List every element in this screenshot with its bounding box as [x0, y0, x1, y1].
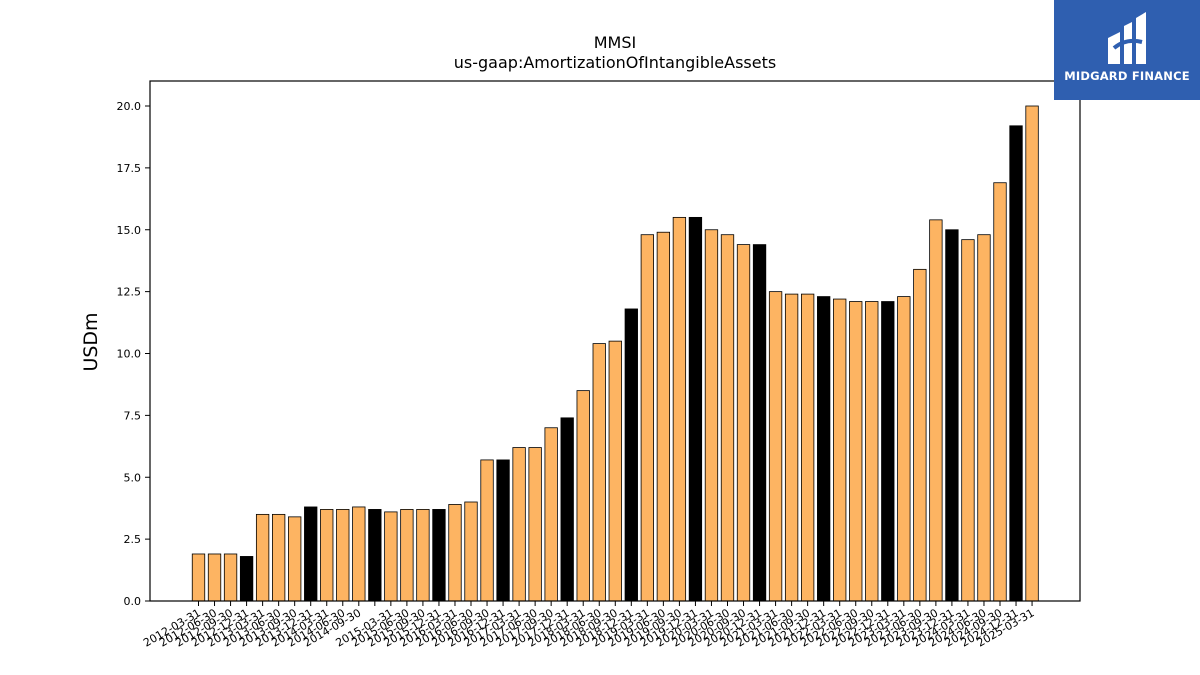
- bar-2014-06-30: [336, 509, 350, 602]
- midgard-finance-logo: MIDGARD FINANCE: [1054, 0, 1200, 100]
- bar-2019-12-31: [688, 216, 703, 602]
- bar-2013-03-31: [255, 513, 270, 602]
- bar-2024-12-31: [1009, 125, 1023, 602]
- bar-2014-09-30: [352, 506, 366, 602]
- bar-2017-09-30: [544, 427, 558, 602]
- y-tick-label: 2.5: [124, 533, 142, 546]
- bar-2017-03-31: [512, 447, 526, 602]
- bar-2016-09-30: [480, 459, 494, 602]
- bar-2025-03-31: [1025, 105, 1039, 602]
- chart-title: MMSI: [594, 33, 636, 52]
- bar-2022-09-30: [865, 301, 879, 602]
- bar-2012-12-31: [239, 556, 254, 602]
- y-tick-label: 7.5: [124, 409, 142, 422]
- bar-2014-12-31: [368, 509, 382, 602]
- bar-2019-03-31: [640, 234, 654, 602]
- bar-2018-06-30: [592, 343, 606, 602]
- bar-2023-06-30: [913, 268, 927, 602]
- bar-2023-03-31: [897, 296, 911, 602]
- bar-2020-09-30: [736, 244, 751, 602]
- bar-2020-03-31: [704, 229, 719, 602]
- y-tick-label: 20.0: [117, 100, 142, 113]
- bar-2013-12-31: [304, 506, 318, 602]
- chart-subtitle: us-gaap:AmortizationOfIntangibleAssets: [454, 53, 776, 72]
- bar-2018-03-31: [576, 390, 590, 602]
- bar-2019-06-30: [656, 231, 671, 602]
- bar-2023-12-31: [945, 229, 959, 602]
- bar-2015-03-31: [384, 511, 398, 602]
- bar-2024-09-30: [993, 182, 1007, 602]
- y-axis-label: USDm: [80, 312, 102, 371]
- bar-2012-06-30: [207, 553, 222, 602]
- bar-2022-12-31: [881, 301, 895, 602]
- y-tick-label: 0.0: [124, 595, 142, 608]
- logo-mark-icon: [1108, 12, 1146, 64]
- bar-2024-06-30: [977, 234, 991, 602]
- y-tick-label: 12.5: [117, 286, 142, 299]
- bar-2020-06-30: [720, 234, 735, 602]
- bar-2021-09-30: [800, 293, 815, 602]
- bar-2018-12-31: [624, 308, 638, 602]
- bar-2023-09-30: [929, 219, 943, 602]
- y-tick-label: 15.0: [117, 224, 142, 237]
- bar-2013-09-30: [288, 516, 302, 602]
- bar-2018-09-30: [608, 340, 622, 602]
- plot-frame: [149, 80, 1081, 602]
- bar-2016-03-31: [448, 504, 462, 602]
- bar-2016-06-30: [464, 501, 478, 602]
- bar-2022-03-31: [833, 298, 847, 602]
- bar-2020-12-31: [752, 244, 767, 602]
- bar-2021-12-31: [817, 296, 831, 602]
- bar-2024-03-31: [961, 239, 975, 602]
- bar-2021-03-31: [768, 291, 783, 602]
- bar-2015-06-30: [400, 509, 414, 602]
- logo-text: MIDGARD FINANCE: [1064, 69, 1190, 83]
- bar-2021-06-30: [784, 293, 799, 602]
- bar-2016-12-31: [496, 459, 510, 602]
- bar-2019-09-30: [672, 216, 687, 602]
- y-tick-label: 10.0: [117, 348, 142, 361]
- bar-2012-09-30: [223, 553, 238, 602]
- bar-2012-03-31: [191, 553, 206, 602]
- y-tick-label: 17.5: [117, 162, 142, 175]
- bar-2014-03-31: [320, 509, 334, 602]
- bar-2015-12-31: [432, 509, 446, 602]
- y-tick-label: 5.0: [124, 471, 142, 484]
- bar-2022-06-30: [849, 301, 863, 602]
- bar-2013-06-30: [271, 513, 286, 602]
- bar-2015-09-30: [416, 509, 430, 602]
- bar-2017-12-31: [560, 417, 574, 602]
- bar-2017-06-30: [528, 447, 542, 602]
